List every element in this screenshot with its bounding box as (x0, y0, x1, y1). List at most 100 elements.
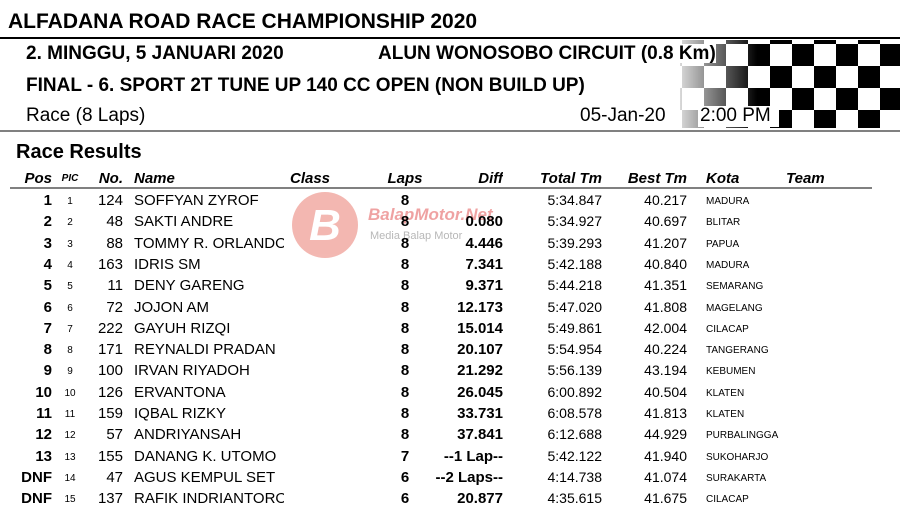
cell-pic: 12 (64, 431, 76, 442)
watermark-brand: BalapMotor.Net (368, 205, 493, 224)
cell-total: 5:42.188 (547, 256, 603, 271)
cell-laps: 8 (400, 278, 410, 294)
cell-laps: 8 (400, 406, 410, 421)
cell-diff: 21.292 (457, 363, 503, 379)
cell-total: 5:34.847 (547, 193, 603, 207)
svg-text:B: B (309, 201, 341, 250)
column-header: Kota (706, 171, 740, 186)
cell-kota: SEMARANG (706, 282, 764, 293)
cell-best: 44.929 (644, 427, 687, 442)
cell-best: 41.940 (644, 448, 687, 463)
cell-kota: CILACAP (706, 495, 749, 506)
column-header: Name (134, 171, 175, 186)
cell-name: SAKTI ANDRE (134, 214, 234, 230)
cell-diff: 12.173 (457, 299, 503, 315)
cell-laps: 6 (400, 491, 410, 506)
cell-total: 5:47.020 (547, 299, 603, 314)
cell-pos: DNF (21, 491, 52, 506)
cell-pic: 11 (64, 410, 76, 420)
cell-name: AGUS KEMPUL SET (134, 469, 276, 485)
cell-diff: 9.371 (465, 278, 503, 294)
cell-best: 41.808 (644, 299, 687, 314)
cell-name: REYNALDI PRADAN (134, 342, 276, 358)
cell-no: 72 (106, 299, 123, 315)
cell-pos: 10 (35, 384, 52, 400)
cell-laps: 7 (400, 448, 410, 464)
cell-pic: 6 (67, 303, 73, 314)
cell-laps: 8 (400, 320, 410, 336)
cell-name: TOMMY R. ORLANDO (134, 235, 284, 251)
cell-pos: 11 (36, 406, 52, 421)
cell-pic: 14 (64, 473, 76, 484)
cell-diff: 20.107 (457, 342, 503, 358)
cell-pic: 13 (64, 452, 76, 463)
cell-name: SOFFYAN ZYROF (134, 193, 259, 208)
cell-pos: 6 (43, 299, 52, 315)
cell-diff: 7.341 (465, 256, 503, 272)
cell-pos: 12 (35, 427, 52, 443)
cell-kota: MADURA (706, 260, 750, 271)
cell-kota: SUKOHARJO (706, 452, 769, 463)
cell-best: 40.504 (644, 384, 687, 399)
column-header: PIC (61, 174, 79, 184)
cell-best: 40.217 (644, 193, 687, 207)
cell-total: 5:42.122 (547, 448, 603, 463)
event: FINAL - 6. SPORT 2T TUNE UP 140 CC OPEN … (26, 75, 585, 96)
cell-laps: 8 (400, 256, 410, 272)
cell-name: DENY GARENG (134, 278, 245, 294)
circuit: ALUN WONOSOBO CIRCUIT (0.8 Km) (378, 43, 716, 64)
cell-laps: 8 (400, 363, 410, 379)
cell-kota: KLATEN (706, 388, 745, 399)
cell-total: 5:39.293 (547, 235, 603, 250)
date-line: 2. MINGGU, 5 JANUARI 2020 (26, 43, 284, 64)
watermark-logo: B (292, 192, 358, 258)
cell-no: 124 (97, 193, 123, 208)
cell-total: 4:35.615 (547, 491, 603, 506)
cell-total: 6:00.892 (547, 384, 603, 399)
cell-laps: 8 (400, 342, 410, 358)
cell-no: 137 (97, 491, 123, 506)
cell-kota: KEBUMEN (706, 367, 756, 378)
cell-total: 5:56.139 (547, 363, 603, 378)
cell-total: 5:54.954 (547, 342, 603, 357)
cell-name: GAYUH RIZQI (134, 320, 231, 336)
cell-name: IRVAN RIYADOH (134, 363, 250, 379)
column-header: Total Tm (540, 171, 602, 186)
cell-no: 159 (97, 406, 123, 421)
cell-diff: --2 Laps-- (435, 469, 504, 485)
column-header: Pos (24, 171, 52, 186)
cell-kota: PAPUA (706, 239, 740, 250)
cell-diff: 15.014 (457, 320, 503, 336)
section-title: Race Results (16, 141, 142, 163)
cell-name: IDRIS SM (134, 256, 201, 272)
date: 05-Jan-20 (580, 105, 666, 126)
cell-pos: 1 (43, 193, 52, 208)
cell-best: 43.194 (644, 363, 687, 378)
cell-name: ERVANTONA (134, 384, 226, 400)
cell-laps: 6 (400, 469, 410, 485)
cell-no: 88 (106, 235, 123, 251)
cell-pic: 5 (67, 282, 73, 293)
cell-total: 6:08.578 (547, 406, 603, 420)
cell-best: 41.813 (644, 406, 687, 420)
cell-kota: CILACAP (706, 324, 749, 335)
cell-laps: 8 (400, 299, 410, 315)
cell-kota: MAGELANG (706, 303, 763, 314)
cell-no: 163 (97, 256, 123, 272)
race: Race (8 Laps) (26, 105, 146, 126)
cell-pic: 15 (64, 495, 76, 506)
watermark-tagline: Media Balap Motor (370, 230, 463, 242)
cell-best: 42.004 (644, 320, 687, 335)
cell-name: JOJON AM (134, 299, 210, 315)
cell-diff: 20.877 (457, 491, 503, 506)
cell-best: 40.840 (644, 256, 687, 271)
cell-pos: 9 (43, 363, 52, 379)
cell-name: IQBAL RIZKY (134, 406, 226, 421)
cell-kota: PURBALINGGA (706, 431, 779, 442)
column-header: Team (786, 171, 825, 186)
cell-best: 40.697 (644, 214, 687, 229)
column-header: Class (290, 171, 331, 186)
cell-kota: KLATEN (706, 410, 745, 420)
cell-pos: DNF (21, 469, 52, 485)
